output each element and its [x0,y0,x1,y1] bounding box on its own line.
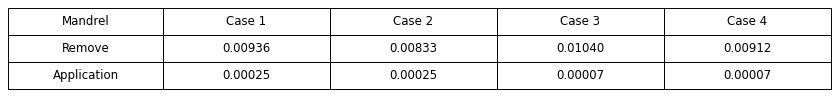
Text: Mandrel: Mandrel [61,15,109,28]
Text: 0.00833: 0.00833 [389,42,437,55]
Text: 0.01040: 0.01040 [556,42,605,55]
Bar [330,8,497,35]
Bar [8,35,163,62]
Text: 0.00007: 0.00007 [723,69,772,82]
Bar [664,62,831,89]
Bar [497,8,664,35]
Bar [497,35,664,62]
Text: Remove: Remove [61,42,109,55]
Text: Case 1: Case 1 [227,15,267,28]
Text: Application: Application [52,69,118,82]
Bar [163,35,330,62]
Bar [330,35,497,62]
Text: Case 3: Case 3 [560,15,601,28]
Text: 0.00007: 0.00007 [556,69,605,82]
Text: 0.00912: 0.00912 [723,42,772,55]
Text: Case 4: Case 4 [727,15,768,28]
Bar [664,35,831,62]
Bar [330,62,497,89]
Text: Case 2: Case 2 [393,15,434,28]
Bar [497,62,664,89]
Bar [8,62,163,89]
Bar [163,8,330,35]
Bar [163,62,330,89]
Text: 0.00025: 0.00025 [222,69,270,82]
Bar [664,8,831,35]
Bar [8,8,163,35]
Text: 0.00025: 0.00025 [389,69,438,82]
Text: 0.00936: 0.00936 [222,42,271,55]
